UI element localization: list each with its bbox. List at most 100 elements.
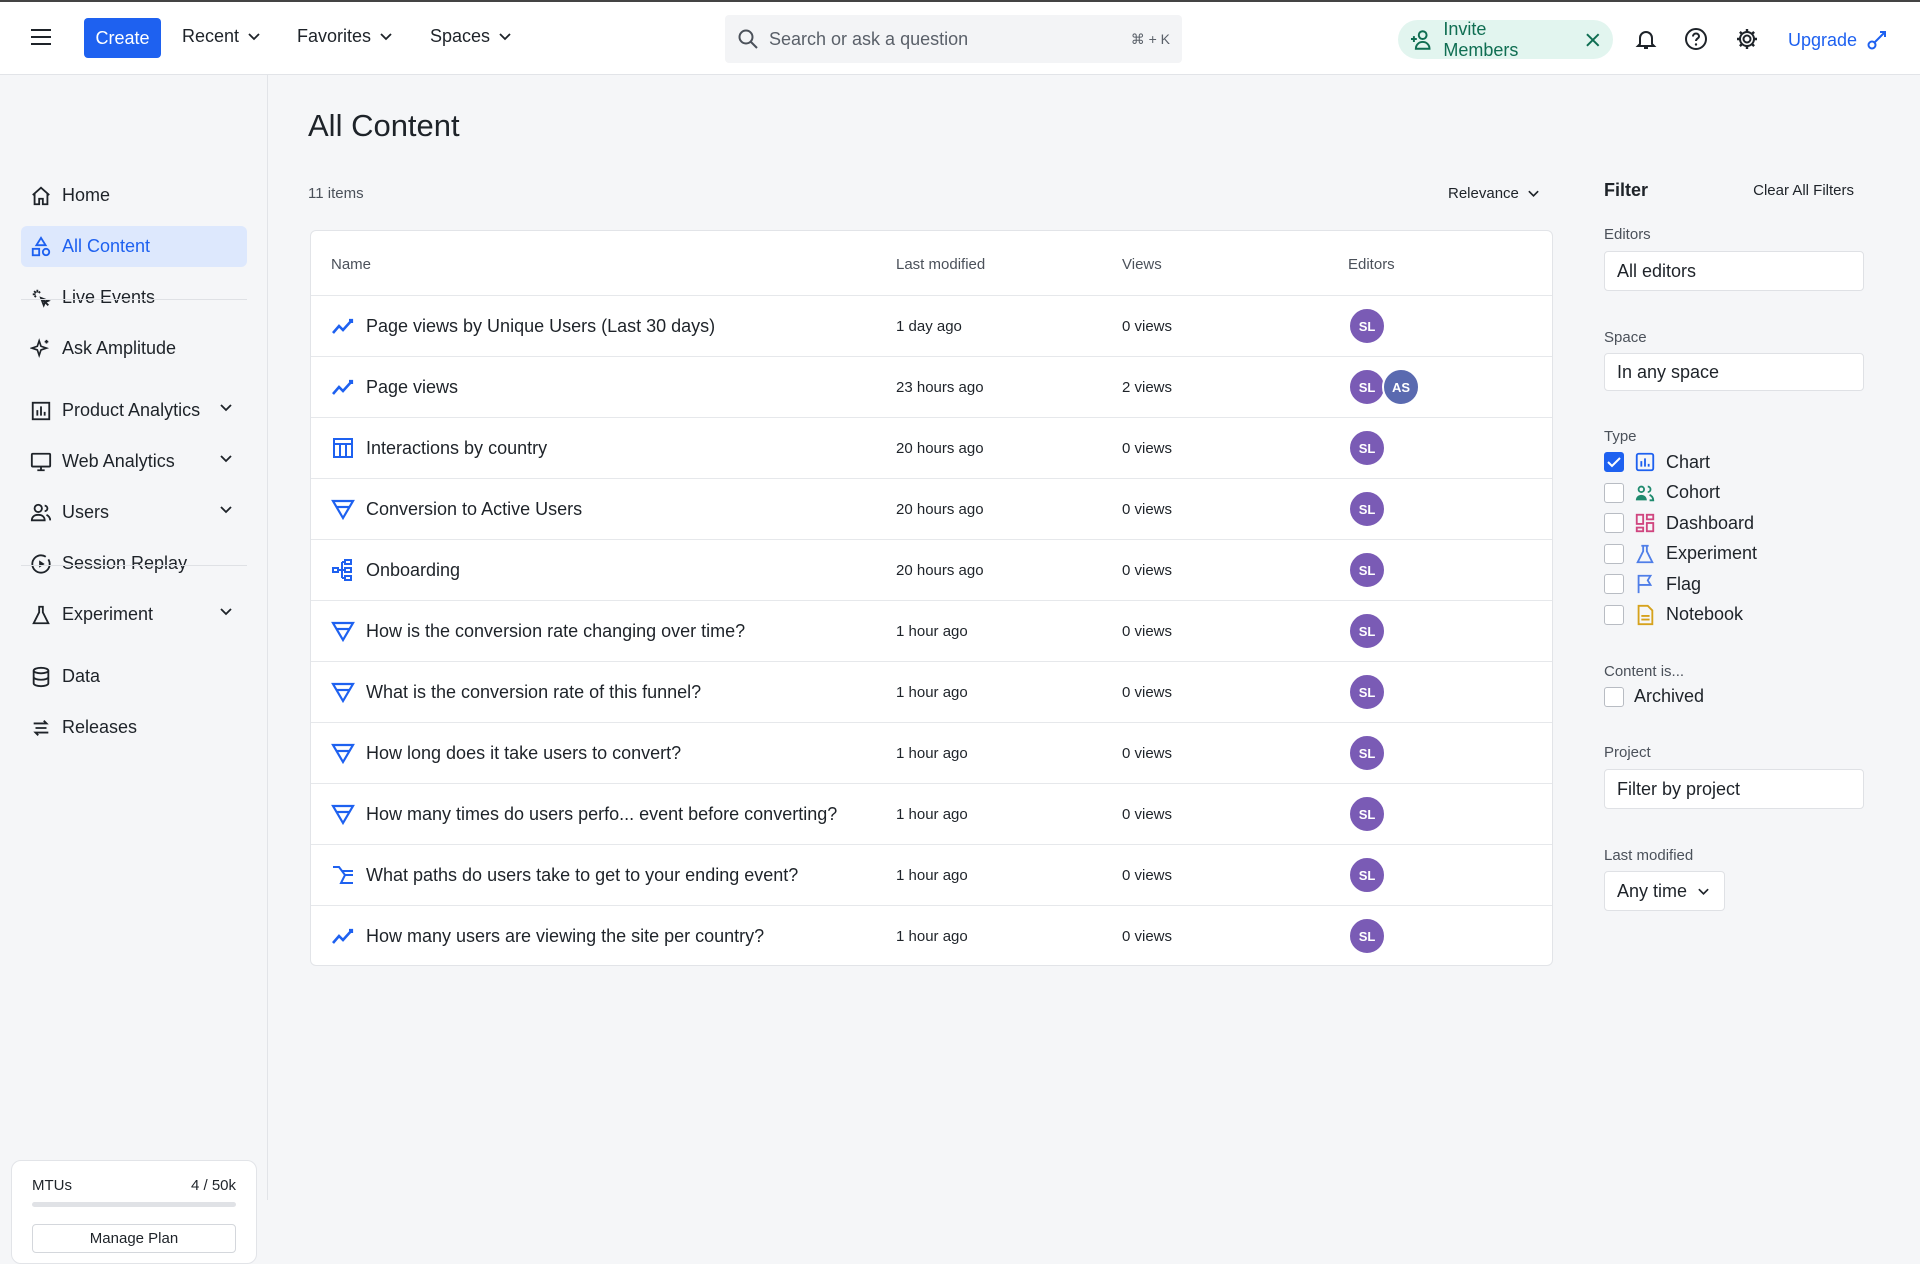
chevron-down-icon[interactable] bbox=[219, 607, 233, 616]
create-button[interactable]: Create bbox=[84, 18, 161, 58]
flask-icon bbox=[1636, 544, 1654, 563]
sidebar-item-ask-amplitude[interactable]: Ask Amplitude bbox=[21, 328, 247, 369]
space-select[interactable]: In any space bbox=[1604, 353, 1864, 391]
bell-icon[interactable] bbox=[1634, 27, 1658, 51]
avatar[interactable]: SL bbox=[1348, 795, 1386, 833]
column-header-editors[interactable]: Editors bbox=[1348, 256, 1395, 273]
chevron-down-icon[interactable] bbox=[219, 505, 233, 514]
table-row[interactable]: How long does it take users to convert? 1… bbox=[311, 722, 1552, 783]
type-label: Cohort bbox=[1666, 482, 1721, 502]
type-checkbox-flag[interactable]: Flag bbox=[1604, 573, 1701, 595]
checkbox[interactable] bbox=[1604, 543, 1624, 564]
help-icon[interactable] bbox=[1684, 27, 1708, 51]
manage-plan-button[interactable]: Manage Plan bbox=[32, 1224, 236, 1253]
row-editors: SL bbox=[1348, 490, 1386, 528]
avatar[interactable]: SL bbox=[1348, 612, 1386, 650]
sidebar-item-releases[interactable]: Releases bbox=[21, 707, 247, 748]
avatar[interactable]: SL bbox=[1348, 673, 1386, 711]
type-checkbox-dashboard[interactable]: Dashboard bbox=[1604, 512, 1754, 534]
table-row[interactable]: Page views 23 hours ago 2 views SL AS bbox=[311, 356, 1552, 417]
upgrade-link[interactable]: Upgrade bbox=[1788, 28, 1889, 52]
recent-dropdown[interactable]: Recent bbox=[182, 26, 261, 47]
table-row[interactable]: What paths do users take to get to your … bbox=[311, 844, 1552, 905]
avatar[interactable]: AS bbox=[1382, 368, 1420, 406]
table-row[interactable]: Interactions by country 20 hours ago 0 vie… bbox=[311, 417, 1552, 478]
row-name[interactable]: How many times do users perfo... event b… bbox=[366, 804, 838, 824]
column-header-views[interactable]: Views bbox=[1122, 256, 1162, 273]
row-name[interactable]: Onboarding bbox=[366, 560, 461, 580]
sidebar-item-data[interactable]: Data bbox=[21, 656, 247, 697]
menu-icon[interactable] bbox=[30, 28, 52, 46]
row-name[interactable]: What paths do users take to get to your … bbox=[366, 865, 799, 885]
sidebar-item-users[interactable]: Users bbox=[21, 492, 247, 533]
row-editors: SL bbox=[1348, 307, 1386, 345]
column-header-last-modified[interactable]: Last modified bbox=[896, 256, 986, 273]
checkbox[interactable] bbox=[1604, 452, 1624, 472]
avatar[interactable]: SL bbox=[1348, 307, 1386, 345]
avatar[interactable]: SL bbox=[1348, 551, 1386, 589]
last-modified-select[interactable]: Any time bbox=[1604, 871, 1725, 911]
row-name[interactable]: Interactions by country bbox=[366, 438, 548, 458]
column-header-name[interactable]: Name bbox=[331, 256, 372, 273]
sidebar-item-all-content[interactable]: All Content bbox=[21, 226, 247, 267]
row-name[interactable]: How long does it take users to convert? bbox=[366, 743, 682, 763]
gear-icon[interactable] bbox=[1735, 27, 1759, 51]
clear-all-filters-button[interactable]: Clear All Filters bbox=[1753, 182, 1854, 199]
row-editors: SL bbox=[1348, 917, 1386, 955]
row-last-modified: 20 hours ago bbox=[896, 501, 984, 518]
cohort-icon bbox=[1635, 485, 1655, 501]
table-row[interactable]: Onboarding 20 hours ago 0 views SL bbox=[311, 539, 1552, 600]
sidebar-item-experiment[interactable]: Experiment bbox=[21, 594, 247, 635]
checkbox[interactable] bbox=[1604, 574, 1624, 594]
table-row[interactable]: How many users are viewing the site per … bbox=[311, 905, 1552, 966]
spaces-dropdown[interactable]: Spaces bbox=[430, 26, 512, 47]
sidebar-item-web-analytics[interactable]: Web Analytics bbox=[21, 441, 247, 482]
favorites-dropdown[interactable]: Favorites bbox=[297, 26, 393, 47]
invite-members-button[interactable]: Invite Members bbox=[1398, 19, 1613, 60]
checkbox[interactable] bbox=[1604, 686, 1624, 707]
chevron-down-icon bbox=[1528, 190, 1539, 198]
checkbox[interactable] bbox=[1604, 482, 1624, 503]
avatar[interactable]: SL bbox=[1348, 734, 1386, 772]
avatar[interactable]: SL bbox=[1348, 368, 1386, 406]
editors-select[interactable]: All editors bbox=[1604, 251, 1864, 291]
table-row[interactable]: How is the conversion rate changing over… bbox=[311, 600, 1552, 661]
sidebar-item-label: Session Replay bbox=[62, 553, 188, 573]
row-name[interactable]: Page views by Unique Users (Last 30 days… bbox=[366, 316, 716, 336]
table-row[interactable]: Page views by Unique Users (Last 30 days… bbox=[311, 295, 1552, 356]
sidebar-item-product-analytics[interactable]: Product Analytics bbox=[21, 390, 247, 431]
table-row[interactable]: Conversion to Active Users 20 hours ago 0 … bbox=[311, 478, 1552, 539]
chevron-down-icon[interactable] bbox=[219, 454, 233, 463]
type-checkbox-cohort[interactable]: Cohort bbox=[1604, 482, 1720, 504]
close-icon[interactable] bbox=[1585, 32, 1601, 48]
row-name[interactable]: Conversion to Active Users bbox=[366, 499, 583, 519]
row-name[interactable]: How many users are viewing the site per … bbox=[366, 926, 765, 946]
sidebar-item-home[interactable]: Home bbox=[21, 175, 247, 216]
checkbox[interactable] bbox=[1604, 604, 1624, 625]
project-select[interactable]: Filter by project bbox=[1604, 769, 1864, 809]
checkbox[interactable] bbox=[1604, 513, 1624, 533]
sort-dropdown[interactable]: Relevance bbox=[1448, 185, 1540, 202]
row-name[interactable]: Page views bbox=[366, 377, 459, 397]
sidebar-item-live-events[interactable]: Live Events bbox=[21, 277, 247, 318]
spaces-label: Spaces bbox=[430, 26, 491, 46]
row-name[interactable]: What is the conversion rate of this funn… bbox=[366, 682, 702, 702]
chevron-down-icon bbox=[380, 33, 392, 41]
live-events-icon bbox=[32, 289, 51, 308]
avatar[interactable]: SL bbox=[1348, 490, 1386, 528]
search-input[interactable]: Search or ask a question ⌘ + K bbox=[725, 15, 1182, 63]
type-checkbox-chart[interactable]: Chart bbox=[1604, 451, 1710, 473]
database-icon bbox=[32, 666, 50, 687]
table-row[interactable]: What is the conversion rate of this funn… bbox=[311, 661, 1552, 722]
type-checkbox-notebook[interactable]: Notebook bbox=[1604, 604, 1743, 626]
table-row[interactable]: How many times do users perfo... event b… bbox=[311, 783, 1552, 844]
last-modified-label: Last modified bbox=[1604, 847, 1694, 864]
type-checkbox-experiment[interactable]: Experiment bbox=[1604, 543, 1757, 565]
avatar[interactable]: SL bbox=[1348, 917, 1386, 955]
row-name[interactable]: How is the conversion rate changing over… bbox=[366, 621, 746, 641]
archived-checkbox[interactable]: Archived bbox=[1604, 686, 1704, 707]
sidebar-item-session-replay[interactable]: Session Replay bbox=[21, 543, 247, 584]
avatar[interactable]: SL bbox=[1348, 429, 1386, 467]
chevron-down-icon[interactable] bbox=[219, 403, 233, 412]
avatar[interactable]: SL bbox=[1348, 856, 1386, 894]
